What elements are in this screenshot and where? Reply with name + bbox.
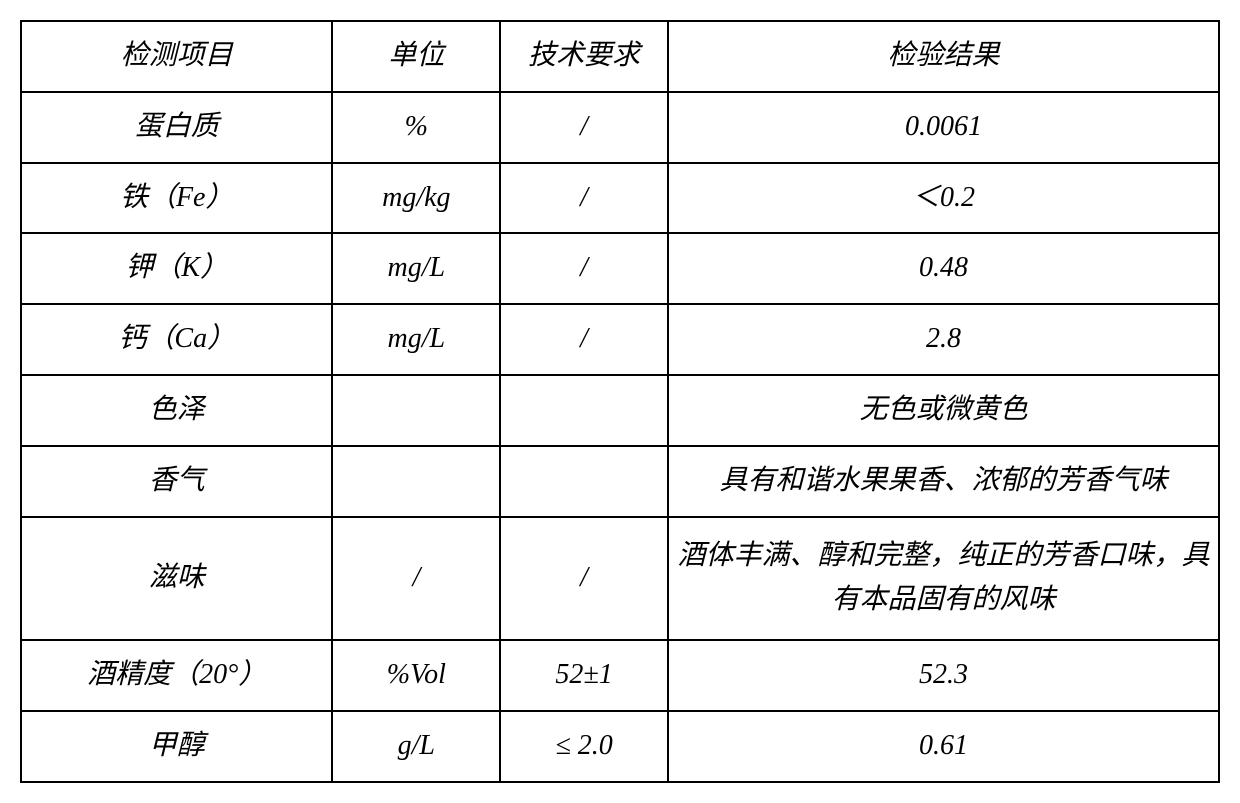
cell-item: 酒精度（20°） — [21, 640, 332, 711]
cell-result: ＜0.2 — [668, 163, 1219, 234]
table-row: 钙（Ca） mg/L / 2.8 — [21, 304, 1219, 375]
cell-item: 滋味 — [21, 517, 332, 641]
cell-result: 0.61 — [668, 711, 1219, 782]
cell-req: 52±1 — [500, 640, 668, 711]
table-row: 钾（K） mg/L / 0.48 — [21, 233, 1219, 304]
cell-unit: % — [332, 92, 500, 163]
cell-result: 52.3 — [668, 640, 1219, 711]
table-row: 甲醇 g/L ≤ 2.0 0.61 — [21, 711, 1219, 782]
header-item: 检测项目 — [21, 21, 332, 92]
cell-result: 2.8 — [668, 304, 1219, 375]
cell-req — [500, 446, 668, 517]
cell-item: 钙（Ca） — [21, 304, 332, 375]
table-row: 香气 具有和谐水果果香、浓郁的芳香气味 — [21, 446, 1219, 517]
cell-item: 香气 — [21, 446, 332, 517]
cell-unit: mg/kg — [332, 163, 500, 234]
cell-req — [500, 375, 668, 446]
cell-req: / — [500, 517, 668, 641]
cell-req: / — [500, 233, 668, 304]
header-result: 检验结果 — [668, 21, 1219, 92]
inspection-table: 检测项目 单位 技术要求 检验结果 蛋白质 % / 0.0061 铁（Fe） m… — [20, 20, 1220, 783]
cell-item: 钾（K） — [21, 233, 332, 304]
cell-result: 无色或微黄色 — [668, 375, 1219, 446]
table-row: 铁（Fe） mg/kg / ＜0.2 — [21, 163, 1219, 234]
cell-item: 蛋白质 — [21, 92, 332, 163]
cell-result: 具有和谐水果果香、浓郁的芳香气味 — [668, 446, 1219, 517]
cell-unit: mg/L — [332, 304, 500, 375]
cell-unit: mg/L — [332, 233, 500, 304]
table-row: 蛋白质 % / 0.0061 — [21, 92, 1219, 163]
table-row: 酒精度（20°） %Vol 52±1 52.3 — [21, 640, 1219, 711]
cell-unit: %Vol — [332, 640, 500, 711]
table-header-row: 检测项目 单位 技术要求 检验结果 — [21, 21, 1219, 92]
header-unit: 单位 — [332, 21, 500, 92]
table-row: 滋味 / / 酒体丰满、醇和完整，纯正的芳香口味，具有本品固有的风味 — [21, 517, 1219, 641]
cell-unit: / — [332, 517, 500, 641]
cell-item: 甲醇 — [21, 711, 332, 782]
cell-req: / — [500, 304, 668, 375]
cell-item: 铁（Fe） — [21, 163, 332, 234]
cell-item: 色泽 — [21, 375, 332, 446]
cell-req: ≤ 2.0 — [500, 711, 668, 782]
cell-req: / — [500, 163, 668, 234]
cell-unit — [332, 375, 500, 446]
header-requirement: 技术要求 — [500, 21, 668, 92]
table-container: 检测项目 单位 技术要求 检验结果 蛋白质 % / 0.0061 铁（Fe） m… — [20, 20, 1220, 783]
cell-unit — [332, 446, 500, 517]
cell-result: 0.0061 — [668, 92, 1219, 163]
cell-result: 酒体丰满、醇和完整，纯正的芳香口味，具有本品固有的风味 — [668, 517, 1219, 641]
cell-unit: g/L — [332, 711, 500, 782]
cell-req: / — [500, 92, 668, 163]
table-row: 色泽 无色或微黄色 — [21, 375, 1219, 446]
cell-result: 0.48 — [668, 233, 1219, 304]
